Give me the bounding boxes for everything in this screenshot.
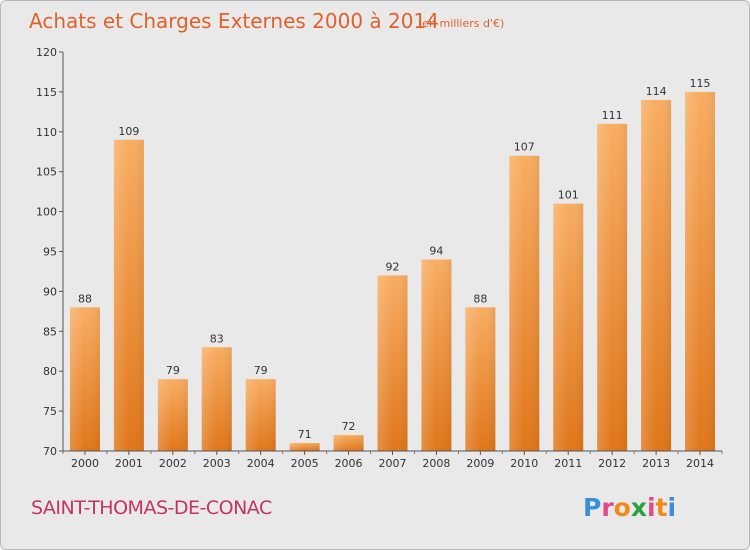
x-tick-label: 2005 xyxy=(291,457,319,470)
x-tick-label: 2009 xyxy=(466,457,494,470)
bar-shine xyxy=(157,379,188,451)
bar-shine xyxy=(289,443,320,451)
x-tick-label: 2013 xyxy=(642,457,670,470)
x-tick-label: 2000 xyxy=(71,457,99,470)
y-tick-label: 120 xyxy=(36,46,57,59)
bar-shine xyxy=(641,99,672,451)
x-axis: 2000 2001 2002 2003 2004 2005 2006 2007 2008 2009… xyxy=(62,450,723,470)
bar-shine xyxy=(201,347,232,451)
x-tick-label: 2011 xyxy=(554,457,582,470)
bar-shine xyxy=(597,123,628,451)
y-tick-label: 115 xyxy=(36,86,57,99)
logo-letter: o xyxy=(614,493,631,522)
y-tick-label: 80 xyxy=(43,365,57,378)
x-tick-label: 2008 xyxy=(422,457,450,470)
chart-unit: (en milliers d'€) xyxy=(418,17,504,30)
bar-shine xyxy=(509,155,540,452)
value-label: 88 xyxy=(473,292,487,305)
y-tick-label: 85 xyxy=(43,325,57,338)
y-tick-label: 90 xyxy=(43,285,57,298)
x-tick-label: 2003 xyxy=(203,457,231,470)
x-tick-label: 2010 xyxy=(510,457,538,470)
x-tick-label: 2006 xyxy=(335,457,363,470)
y-tick-label: 75 xyxy=(43,405,57,418)
value-label: 88 xyxy=(78,292,92,305)
value-label: 92 xyxy=(386,260,400,273)
bar-shine xyxy=(465,307,496,451)
y-tick-label: 110 xyxy=(36,126,57,139)
commune-name: SAINT-THOMAS-DE-CONAC xyxy=(31,497,272,519)
bar-shine xyxy=(69,307,100,451)
logo-letter: i xyxy=(668,493,677,522)
x-tick-label: 2012 xyxy=(598,457,626,470)
value-label: 101 xyxy=(558,189,579,202)
value-label: 115 xyxy=(690,77,711,90)
y-tick-label: 100 xyxy=(36,206,57,219)
x-tick-label: 2004 xyxy=(247,457,275,470)
value-label: 72 xyxy=(342,420,356,433)
value-label: 79 xyxy=(254,364,268,377)
value-label: 83 xyxy=(210,332,224,345)
value-label: 107 xyxy=(514,141,535,154)
bar-shine xyxy=(377,275,408,451)
y-axis: 70 75 80 85 90 95 100 105 110 115 120 xyxy=(36,46,64,458)
x-tick-label: 2014 xyxy=(686,457,714,470)
bar-shine xyxy=(421,259,452,451)
chart-title: Achats et Charges Externes 2000 à 2014 xyxy=(29,9,439,33)
value-label: 71 xyxy=(298,428,312,441)
logo-letter: r xyxy=(601,493,614,522)
value-label: 109 xyxy=(118,125,139,138)
y-tick-label: 105 xyxy=(36,166,57,179)
y-tick-label: 70 xyxy=(43,445,57,458)
y-tick-label: 95 xyxy=(43,246,57,259)
bar-shine xyxy=(113,139,144,451)
logo-letter: P xyxy=(583,493,601,522)
logo-letter: i xyxy=(647,493,656,522)
bar-shine xyxy=(685,91,716,452)
logo-letter: t xyxy=(656,493,668,522)
proxiti-logo: Proxiti xyxy=(583,493,676,522)
bar-shine xyxy=(553,203,584,451)
x-tick-label: 2002 xyxy=(159,457,187,470)
logo-letter: x xyxy=(631,493,647,522)
value-label: 79 xyxy=(166,364,180,377)
bar-shine xyxy=(245,379,276,451)
x-tick-label: 2001 xyxy=(115,457,143,470)
value-label: 111 xyxy=(602,109,623,122)
bars-group: 88 109 79 83 79 71 72 92 94 88 107 101 111 114 115 xyxy=(69,77,716,452)
value-label: 94 xyxy=(429,244,443,257)
x-tick-label: 2007 xyxy=(379,457,407,470)
value-label: 114 xyxy=(646,85,667,98)
bar-shine xyxy=(333,435,364,451)
